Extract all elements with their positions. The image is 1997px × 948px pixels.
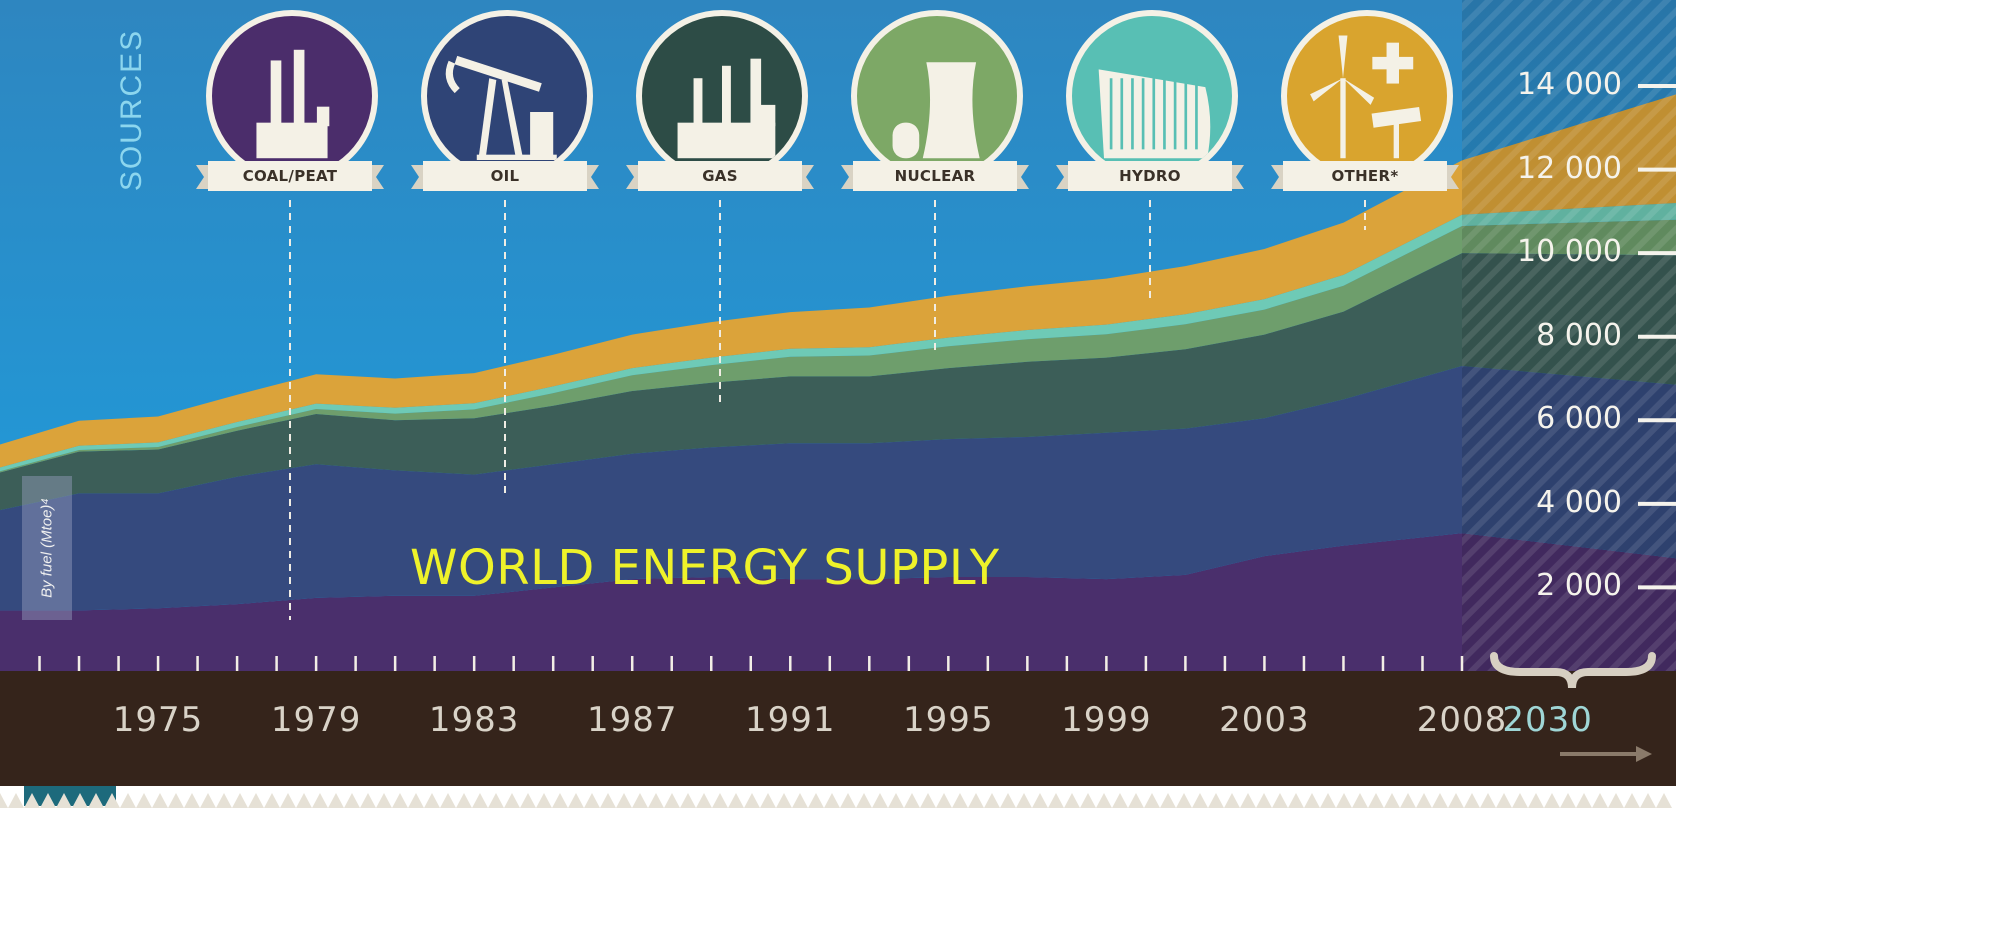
badge-ribbon	[411, 161, 599, 191]
ground-zigzag-edge	[0, 793, 1676, 808]
wind-solar-plus-icon	[1310, 35, 1422, 159]
badge-label: NUCLEAR	[894, 167, 976, 185]
ground-accent	[24, 786, 116, 806]
badge-ribbon	[626, 161, 814, 191]
y-tick-label: 10 000	[1517, 234, 1622, 270]
x-tick-label: 1975	[112, 700, 204, 740]
world-energy-infographic: SOURCES By fuel (Mtoe)⁴ WORLD ENERGY SUP…	[0, 0, 1676, 808]
y-tick-label: 4 000	[1536, 484, 1622, 520]
y-axis-unit-box: By fuel (Mtoe)⁴	[22, 476, 72, 620]
badge-ribbon	[1271, 161, 1459, 191]
badge-label: GAS	[702, 167, 738, 185]
badge-ribbon	[196, 161, 384, 191]
x-tick-label: 1999	[1061, 700, 1152, 740]
dam-icon	[1098, 69, 1211, 159]
y-tick-label: 12 000	[1517, 150, 1622, 186]
badge-disc	[206, 10, 378, 182]
sources-label: SOURCES	[112, 28, 152, 192]
y-tick-label: 6 000	[1536, 401, 1622, 437]
projection-arrow-head	[1636, 746, 1652, 762]
area-other	[0, 94, 1676, 468]
ground-band	[0, 671, 1676, 786]
badge-other: OTHER*	[1271, 2, 1459, 202]
badge-label: HYDRO	[1119, 167, 1181, 185]
badge-coal-peat: COAL/PEAT	[196, 2, 384, 202]
area-coal-peat	[0, 533, 1676, 671]
x-tick-label: 1983	[428, 700, 520, 740]
sources-label-text: SOURCES	[115, 28, 148, 192]
y-tick-label: 2 000	[1536, 568, 1622, 604]
y-axis-label: By fuel (Mtoe)⁴	[38, 498, 56, 598]
badge-label: OTHER*	[1331, 167, 1399, 185]
badge-disc	[1066, 10, 1238, 182]
badge-oil: OIL	[411, 2, 599, 202]
badge-disc	[1281, 10, 1453, 182]
x-tick-label: 1995	[903, 700, 994, 740]
badge-disc	[851, 10, 1023, 182]
badge-ribbon	[1056, 161, 1244, 191]
oil-pump-jack-icon	[445, 55, 557, 160]
badge-nuclear: NUCLEAR	[841, 2, 1029, 202]
x-tick-label-projection: 2030	[1502, 700, 1593, 740]
gas-plant-icon	[677, 58, 776, 159]
chart-title: WORLD ENERGY SUPPLY	[410, 540, 1000, 596]
x-tick-label: 1987	[586, 700, 678, 740]
badge-disc	[421, 10, 593, 182]
badge-label: OIL	[490, 167, 520, 185]
x-tick-label: 1979	[270, 700, 362, 740]
projection-brace	[1490, 652, 1656, 689]
area-oil	[0, 366, 1676, 611]
cooling-tower-icon	[892, 62, 980, 159]
badge-gas: GAS	[626, 2, 814, 202]
y-tick-label: 8 000	[1536, 317, 1622, 353]
badge-disc	[636, 10, 808, 182]
area-gas	[0, 253, 1676, 511]
badge-label: COAL/PEAT	[242, 167, 338, 185]
y-tick-label: 14 000	[1517, 67, 1622, 102]
x-tick-label: 1991	[745, 700, 836, 740]
badge-ribbon	[841, 161, 1029, 191]
badge-hydro: HYDRO	[1056, 2, 1244, 202]
x-tick-label: 2008	[1416, 700, 1508, 740]
x-tick-label: 2003	[1219, 700, 1310, 740]
area-hydro	[0, 203, 1676, 472]
power-plant-chimneys-icon	[256, 49, 330, 159]
